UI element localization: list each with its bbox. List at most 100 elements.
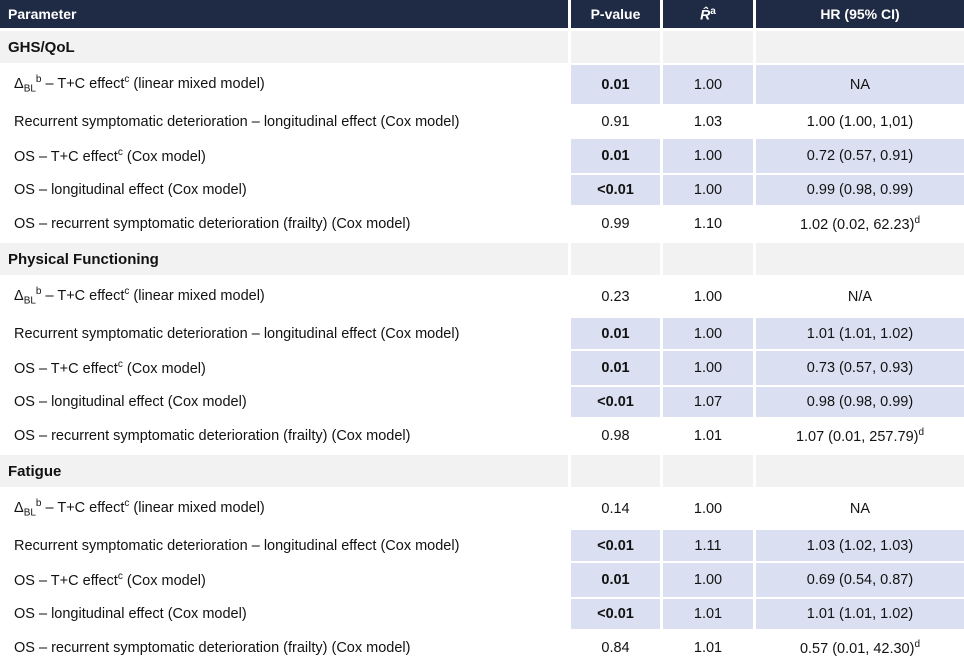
parameter-cell: OS – T+C effectc (Cox model) <box>0 138 571 175</box>
text-segment: OS – T+C effect <box>14 148 118 165</box>
text-segment: 0.57 (0.01, 42.30) <box>799 640 915 657</box>
section-empty-r-hat-cell <box>663 31 756 66</box>
text-segment: R̂ <box>700 6 711 23</box>
p-value-cell: 0.84 <box>571 631 663 667</box>
text-segment: N/A <box>847 288 873 305</box>
hr-ci-cell: 0.69 (0.54, 0.87) <box>756 562 964 599</box>
table-row: Recurrent symptomatic deterioration – lo… <box>0 530 964 563</box>
parameter-cell: ΔBLb – T+C effectc (linear mixed model) <box>0 489 571 531</box>
p-value-cell: 0.01 <box>571 318 663 351</box>
text-segment: (Cox model) <box>122 360 206 377</box>
table-row: ΔBLb – T+C effectc (linear mixed model) 0… <box>0 489 964 531</box>
text-segment: (linear mixed model) <box>129 500 265 517</box>
table-row: ΔBLb – T+C effectc (linear mixed model) 0… <box>0 65 964 107</box>
text-segment: – T+C effect <box>41 76 125 93</box>
text-segment: 1.07 (0.01, 257.79) <box>795 428 919 445</box>
table-row: OS – longitudinal effect (Cox model) <0.0… <box>0 386 964 420</box>
hr-ci-cell: 1.03 (1.02, 1.03) <box>756 530 964 563</box>
text-segment: OS – longitudinal effect (Cox model) <box>14 605 247 622</box>
table-row: OS – recurrent symptomatic deterioration… <box>0 631 964 667</box>
superscript: c <box>117 570 123 582</box>
superscript: c <box>124 74 130 86</box>
table-row: OS – recurrent symptomatic deterioration… <box>0 207 964 243</box>
text-segment: (Cox model) <box>122 572 206 589</box>
parameter-cell: OS – T+C effectc (Cox model) <box>0 350 571 387</box>
text-segment: Δ <box>14 288 24 305</box>
parameter-cell: OS – recurrent symptomatic deterioration… <box>0 419 571 455</box>
superscript: b <box>35 74 42 86</box>
text-segment: – T+C effect <box>41 500 125 517</box>
r-hat-cell: 1.00 <box>663 65 756 107</box>
superscript: b <box>35 498 42 510</box>
superscript: c <box>124 286 130 298</box>
hr-ci-cell: 1.01 (1.01, 1.02) <box>756 318 964 351</box>
text-segment: Recurrent symptomatic deterioration – lo… <box>14 325 460 342</box>
p-value-cell: <0.01 <box>571 386 663 420</box>
p-value-cell: 0.01 <box>571 350 663 387</box>
r-hat-cell: 1.00 <box>663 489 756 531</box>
p-value-cell: 0.98 <box>571 419 663 455</box>
text-segment: 0.98 (0.98, 0.99) <box>806 393 914 410</box>
r-hat-cell: 1.01 <box>663 631 756 667</box>
text-segment: 0.69 (0.54, 0.87) <box>806 571 914 588</box>
hr-ci-cell: NA <box>756 489 964 531</box>
parameter-cell: OS – longitudinal effect (Cox model) <box>0 174 571 208</box>
text-segment: 0.73 (0.57, 0.93) <box>806 359 914 376</box>
column-header-p-value: P-value <box>571 0 663 31</box>
parameter-cell: OS – recurrent symptomatic deterioration… <box>0 207 571 243</box>
hr-ci-cell: 1.00 (1.00, 1,01) <box>756 106 964 139</box>
parameter-cell: Recurrent symptomatic deterioration – lo… <box>0 318 571 351</box>
text-segment: (Cox model) <box>122 148 206 165</box>
text-segment: Δ <box>14 500 24 517</box>
text-segment: P-value <box>590 6 641 22</box>
column-header-hr-ci: HR (95% CI) <box>756 0 964 31</box>
r-hat-cell: 1.10 <box>663 207 756 243</box>
p-value-cell: 0.01 <box>571 562 663 599</box>
r-hat-cell: 1.00 <box>663 350 756 387</box>
text-segment: OS – longitudinal effect (Cox model) <box>14 393 247 410</box>
text-segment: OS – recurrent symptomatic deterioration… <box>14 216 411 233</box>
section-title: Fatigue <box>0 454 571 490</box>
superscript: b <box>35 286 42 298</box>
hr-ci-cell: N/A <box>756 277 964 319</box>
superscript: c <box>117 358 123 370</box>
text-segment: 1.03 (1.02, 1.03) <box>806 537 914 554</box>
p-value-cell: <0.01 <box>571 174 663 208</box>
p-value-cell: 0.01 <box>571 65 663 107</box>
superscript: d <box>914 215 921 227</box>
hr-ci-cell: 0.73 (0.57, 0.93) <box>756 350 964 387</box>
p-value-cell: 0.99 <box>571 207 663 243</box>
table-row: OS – longitudinal effect (Cox model) <0.0… <box>0 598 964 632</box>
hr-ci-cell: 0.98 (0.98, 0.99) <box>756 386 964 420</box>
table-row: OS – T+C effectc (Cox model) 0.01 1.00 0.69… <box>0 562 964 599</box>
superscript: c <box>124 498 130 510</box>
superscript: a <box>710 5 716 17</box>
parameter-cell: ΔBLb – T+C effectc (linear mixed model) <box>0 65 571 107</box>
text-segment: 1.01 (1.01, 1.02) <box>806 605 914 622</box>
r-hat-cell: 1.01 <box>663 419 756 455</box>
p-value-cell: 0.91 <box>571 106 663 139</box>
section-title: Physical Functioning <box>0 242 571 278</box>
r-hat-cell: 1.00 <box>663 138 756 175</box>
table-row: OS – recurrent symptomatic deterioration… <box>0 419 964 455</box>
text-segment: 1.02 (0.02, 62.23) <box>799 216 915 233</box>
p-value-cell: <0.01 <box>571 530 663 563</box>
text-segment: 0.72 (0.57, 0.91) <box>806 147 914 164</box>
section-empty-r-hat-cell <box>663 454 756 490</box>
section-row: Physical Functioning <box>0 242 964 278</box>
section-row: Fatigue <box>0 454 964 490</box>
r-hat-cell: 1.00 <box>663 562 756 599</box>
section-empty-p-value-cell <box>571 242 663 278</box>
text-segment: OS – T+C effect <box>14 572 118 589</box>
hr-ci-cell: 1.07 (0.01, 257.79)d <box>756 419 964 455</box>
p-value-cell: 0.01 <box>571 138 663 175</box>
text-segment: OS – T+C effect <box>14 360 118 377</box>
table-header: Parameter P-value R̂a HR (95% CI) <box>0 0 964 31</box>
text-segment: Recurrent symptomatic deterioration – lo… <box>14 113 460 130</box>
p-value-cell: 0.14 <box>571 489 663 531</box>
hr-ci-cell: 1.01 (1.01, 1.02) <box>756 598 964 632</box>
header-row: Parameter P-value R̂a HR (95% CI) <box>0 0 964 31</box>
parameter-cell: ΔBLb – T+C effectc (linear mixed model) <box>0 277 571 319</box>
text-segment: OS – recurrent symptomatic deterioration… <box>14 428 411 445</box>
